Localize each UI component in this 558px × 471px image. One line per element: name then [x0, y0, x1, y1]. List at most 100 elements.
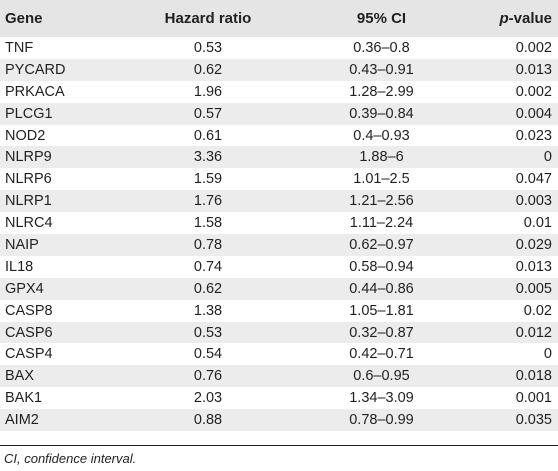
cell-hazard-ratio: 0.78	[193, 236, 223, 253]
cell-hazard-ratio: 1.96	[193, 83, 223, 100]
cell-p-value: 0.02	[523, 302, 552, 319]
cell-p-value: 0.012	[515, 324, 552, 341]
table-row: NLRP1 1.76 1.21–2.56 0.003	[0, 190, 558, 213]
cell-gene: AIM2	[5, 412, 39, 429]
cell-hazard-ratio: 0.61	[193, 127, 223, 144]
table-row: PLCG1 0.57 0.39–0.84 0.004	[0, 102, 558, 125]
cell-p-value: 0.029	[515, 236, 552, 253]
cell-gene: NOD2	[5, 127, 46, 144]
table-row: NLRC4 1.58 1.11–2.24 0.01	[0, 212, 558, 235]
cell-gene: PRKACA	[5, 83, 65, 100]
table-row: PRKACA 1.96 1.28–2.99 0.002	[0, 80, 558, 103]
cell-gene: TNF	[5, 39, 34, 56]
table-row: CASP4 0.54 0.42–0.71 0	[0, 343, 558, 366]
cell-gene: GPX4	[5, 280, 44, 297]
cell-gene: CASP6	[5, 324, 53, 341]
cell-hazard-ratio: 0.54	[193, 346, 223, 363]
cell-hazard-ratio: 0.53	[193, 39, 223, 56]
cell-gene: BAX	[5, 368, 35, 385]
cell-gene: PLCG1	[5, 105, 53, 122]
cell-hazard-ratio: 0.53	[193, 324, 223, 341]
cell-ci: 0.43–0.91	[349, 61, 414, 78]
cell-p-value: 0.013	[515, 258, 552, 275]
cell-hazard-ratio: 1.38	[193, 302, 223, 319]
cell-gene: NLRP9	[5, 149, 52, 166]
cell-ci: 0.32–0.87	[349, 324, 414, 341]
cell-hazard-ratio: 0.76	[193, 368, 223, 385]
header-gene: Gene	[5, 10, 43, 27]
cell-p-value: 0	[543, 149, 552, 166]
cell-ci: 1.28–2.99	[349, 83, 414, 100]
cell-hazard-ratio: 0.88	[193, 412, 223, 429]
cell-hazard-ratio: 0.62	[193, 61, 223, 78]
cell-p-value: 0.001	[515, 390, 552, 407]
cell-gene: PYCARD	[5, 61, 66, 78]
cell-gene: CASP4	[5, 346, 53, 363]
table-header: Gene Hazard ratio 95% CI p-value	[0, 0, 558, 37]
cell-gene: BAK1	[5, 390, 43, 407]
cell-ci: 1.11–2.24	[349, 215, 414, 232]
header-p-suffix: -value	[508, 10, 552, 27]
table-row: TNF 0.53 0.36–0.8 0.002	[0, 37, 558, 59]
cell-p-value: 0.002	[515, 83, 552, 100]
table-row: BAK1 2.03 1.34–3.09 0.001	[0, 387, 558, 410]
table-row: GPX4 0.62 0.44–0.86 0.005	[0, 277, 558, 300]
cell-hazard-ratio: 1.76	[193, 193, 223, 210]
cell-ci: 0.44–0.86	[349, 280, 414, 297]
cell-p-value: 0.013	[515, 61, 552, 78]
table-row: NOD2 0.61 0.4–0.93 0.023	[0, 124, 558, 147]
table-row: IL18 0.74 0.58–0.94 0.013	[0, 255, 558, 278]
table-row: NLRP6 1.59 1.01–2.5 0.047	[0, 168, 558, 191]
cell-gene: NLRP1	[5, 193, 52, 210]
header-p-value: p-value	[472, 0, 558, 37]
cell-ci: 1.05–1.81	[349, 302, 414, 319]
hazard-ratio-table: Gene Hazard ratio 95% CI p-value TNF 0.53…	[0, 0, 558, 432]
cell-gene: NLRC4	[5, 215, 53, 232]
cell-ci: 1.88–6	[359, 149, 404, 166]
cell-ci: 0.6–0.95	[353, 368, 410, 385]
header-ci: 95% CI	[356, 10, 407, 27]
cell-p-value: 0.002	[515, 39, 552, 56]
cell-gene: IL18	[5, 258, 34, 275]
cell-p-value: 0.01	[523, 215, 552, 232]
cell-hazard-ratio: 0.62	[193, 280, 223, 297]
table-body: TNF 0.53 0.36–0.8 0.002 PYCARD 0.62 0.43–0.91 0…	[0, 37, 558, 432]
cell-p-value: 0.035	[515, 412, 552, 429]
cell-gene: CASP8	[5, 302, 53, 319]
table-row: NAIP 0.78 0.62–0.97 0.029	[0, 234, 558, 256]
cell-ci: 0.78–0.99	[349, 412, 414, 429]
cell-ci: 0.36–0.8	[353, 39, 410, 56]
cell-p-value: 0.023	[515, 127, 552, 144]
cell-ci: 0.42–0.71	[349, 346, 414, 363]
cell-p-value: 0.047	[515, 171, 552, 188]
table-row: BAX 0.76 0.6–0.95 0.018	[0, 365, 558, 388]
cell-p-value: 0.004	[515, 105, 552, 122]
table-row: CASP8 1.38 1.05–1.81 0.02	[0, 299, 558, 322]
cell-gene: NAIP	[5, 236, 39, 253]
cell-ci: 1.21–2.56	[349, 193, 414, 210]
cell-p-value: 0	[543, 346, 552, 363]
cell-hazard-ratio: 1.58	[193, 215, 223, 232]
header-hazard-ratio: Hazard ratio	[164, 10, 252, 27]
table-footnote: CI, confidence interval.	[4, 451, 137, 466]
cell-ci: 0.39–0.84	[349, 105, 414, 122]
cell-hazard-ratio: 1.59	[193, 171, 223, 188]
table-row: AIM2 0.88 0.78–0.99 0.035	[0, 409, 558, 432]
cell-p-value: 0.018	[515, 368, 552, 385]
table-row: NLRP9 3.36 1.88–6 0	[0, 146, 558, 169]
cell-ci: 0.58–0.94	[349, 258, 414, 275]
cell-p-value: 0.003	[515, 193, 552, 210]
header-p-italic: p	[499, 10, 509, 27]
cell-p-value: 0.005	[515, 280, 552, 297]
cell-ci: 0.4–0.93	[353, 127, 410, 144]
cell-hazard-ratio: 0.74	[193, 258, 223, 275]
cell-hazard-ratio: 2.03	[193, 390, 223, 407]
header-row: Gene Hazard ratio 95% CI p-value	[0, 0, 558, 37]
table-row: PYCARD 0.62 0.43–0.91 0.013	[0, 58, 558, 81]
cell-ci: 0.62–0.97	[349, 236, 414, 253]
cell-hazard-ratio: 3.36	[193, 149, 223, 166]
cell-ci: 1.01–2.5	[353, 171, 410, 188]
table-bottom-rule	[0, 445, 558, 446]
cell-gene: NLRP6	[5, 171, 52, 188]
